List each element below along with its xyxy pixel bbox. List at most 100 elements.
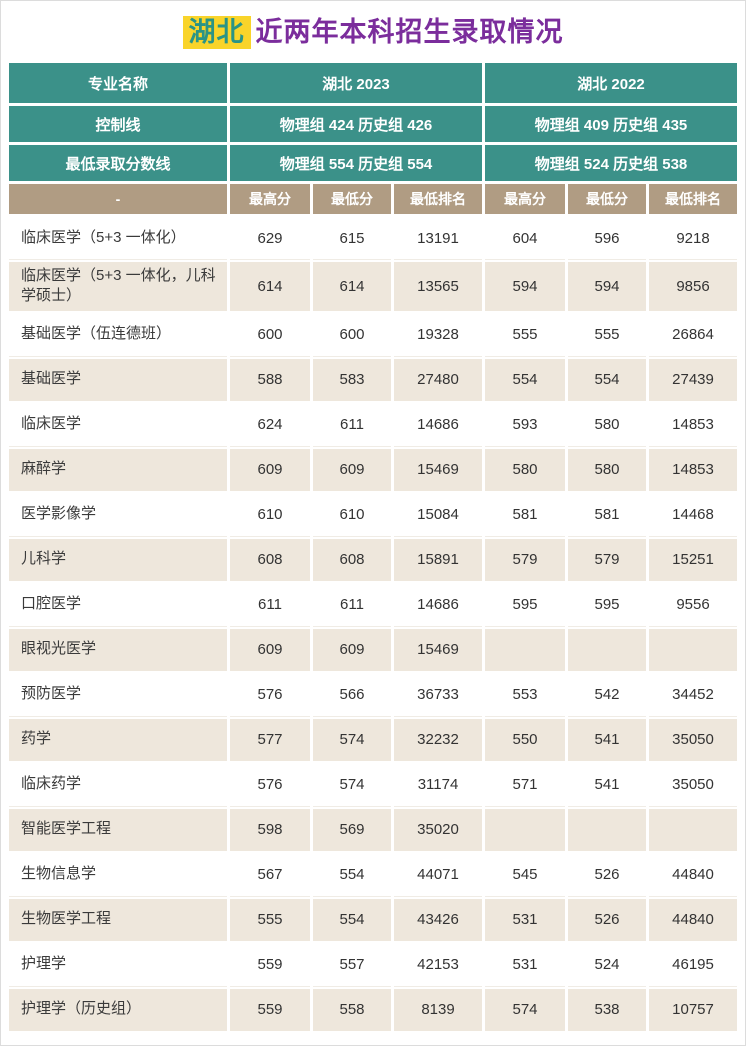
value-cell: 609 <box>230 628 310 671</box>
value-cell: 44840 <box>649 853 737 896</box>
subheader-2022-max-score: 最高分 <box>485 184 565 214</box>
major-cell: 临床医学（5+3 一体化） <box>9 217 227 259</box>
value-cell: 19328 <box>394 313 482 356</box>
page-title: 湖北 近两年本科招生录取情况 <box>9 15 737 49</box>
major-cell: 生物医学工程 <box>9 898 227 941</box>
value-cell: 624 <box>230 403 310 446</box>
value-cell: 614 <box>230 262 310 311</box>
value-cell <box>568 808 646 851</box>
value-cell: 35020 <box>394 808 482 851</box>
value-cell: 14468 <box>649 493 737 536</box>
subheader-2022-min-rank: 最低排名 <box>649 184 737 214</box>
value-cell: 614 <box>313 262 391 311</box>
value-cell: 595 <box>485 583 565 626</box>
value-cell: 580 <box>485 448 565 491</box>
value-cell: 31174 <box>394 763 482 806</box>
value-cell: 13191 <box>394 217 482 259</box>
value-cell: 608 <box>313 538 391 581</box>
value-cell: 611 <box>313 583 391 626</box>
value-cell: 610 <box>313 493 391 536</box>
value-cell: 14853 <box>649 448 737 491</box>
header-hubei-2022: 湖北 2022 <box>485 63 737 103</box>
major-cell: 临床医学（5+3 一体化，儿科学硕士） <box>9 262 227 311</box>
value-cell: 541 <box>568 718 646 761</box>
value-cell: 571 <box>485 763 565 806</box>
value-cell: 554 <box>313 898 391 941</box>
value-cell: 545 <box>485 853 565 896</box>
value-cell: 608 <box>230 538 310 581</box>
major-cell: 医学影像学 <box>9 493 227 536</box>
value-cell: 611 <box>230 583 310 626</box>
major-cell: 麻醉学 <box>9 448 227 491</box>
value-cell: 526 <box>568 853 646 896</box>
value-cell: 576 <box>230 673 310 716</box>
value-cell: 14686 <box>394 583 482 626</box>
value-cell: 609 <box>313 448 391 491</box>
value-cell: 554 <box>485 358 565 401</box>
subheader-2022-min-score: 最低分 <box>568 184 646 214</box>
value-cell: 542 <box>568 673 646 716</box>
value-cell: 610 <box>230 493 310 536</box>
value-cell: 554 <box>568 358 646 401</box>
value-cell: 557 <box>313 943 391 986</box>
value-cell <box>649 628 737 671</box>
value-cell: 574 <box>485 988 565 1031</box>
value-cell: 8139 <box>394 988 482 1031</box>
value-cell: 629 <box>230 217 310 259</box>
value-cell: 609 <box>230 448 310 491</box>
major-cell: 护理学（历史组） <box>9 988 227 1031</box>
value-cell: 43426 <box>394 898 482 941</box>
value-cell: 566 <box>313 673 391 716</box>
subheader-dash: - <box>9 184 227 214</box>
subheader-2023-min-rank: 最低排名 <box>394 184 482 214</box>
title-text: 近两年本科招生录取情况 <box>255 17 564 47</box>
value-cell: 32232 <box>394 718 482 761</box>
subheader-2023-min-score: 最低分 <box>313 184 391 214</box>
min-score-line-label: 最低录取分数线 <box>9 145 227 181</box>
value-cell: 574 <box>313 763 391 806</box>
value-cell: 15251 <box>649 538 737 581</box>
value-cell: 609 <box>313 628 391 671</box>
value-cell: 10757 <box>649 988 737 1031</box>
control-line-2022: 物理组 409 历史组 435 <box>485 106 737 142</box>
value-cell: 26864 <box>649 313 737 356</box>
value-cell: 594 <box>485 262 565 311</box>
value-cell: 524 <box>568 943 646 986</box>
value-cell: 615 <box>313 217 391 259</box>
value-cell: 541 <box>568 763 646 806</box>
value-cell: 555 <box>485 313 565 356</box>
value-cell: 554 <box>313 853 391 896</box>
value-cell: 579 <box>568 538 646 581</box>
header-major-column: 专业名称 <box>9 63 227 103</box>
header-hubei-2023: 湖北 2023 <box>230 63 482 103</box>
value-cell: 596 <box>568 217 646 259</box>
value-cell <box>568 628 646 671</box>
major-cell: 基础医学（伍连德班） <box>9 313 227 356</box>
admissions-table: 专业名称 湖北 2023 湖北 2022 控制线 物理组 424 历史组 426… <box>9 63 737 1031</box>
min-score-line-2023: 物理组 554 历史组 554 <box>230 145 482 181</box>
value-cell: 577 <box>230 718 310 761</box>
value-cell: 42153 <box>394 943 482 986</box>
value-cell: 569 <box>313 808 391 851</box>
value-cell: 598 <box>230 808 310 851</box>
major-cell: 临床药学 <box>9 763 227 806</box>
value-cell: 15891 <box>394 538 482 581</box>
major-cell: 药学 <box>9 718 227 761</box>
major-cell: 生物信息学 <box>9 853 227 896</box>
value-cell: 567 <box>230 853 310 896</box>
value-cell: 15469 <box>394 448 482 491</box>
value-cell: 46195 <box>649 943 737 986</box>
major-cell: 护理学 <box>9 943 227 986</box>
value-cell: 611 <box>313 403 391 446</box>
min-score-line-2022: 物理组 524 历史组 538 <box>485 145 737 181</box>
major-cell: 临床医学 <box>9 403 227 446</box>
value-cell: 27439 <box>649 358 737 401</box>
major-cell: 眼视光医学 <box>9 628 227 671</box>
value-cell: 14686 <box>394 403 482 446</box>
value-cell: 604 <box>485 217 565 259</box>
value-cell: 44840 <box>649 898 737 941</box>
value-cell <box>485 808 565 851</box>
value-cell: 558 <box>313 988 391 1031</box>
value-cell: 555 <box>230 898 310 941</box>
